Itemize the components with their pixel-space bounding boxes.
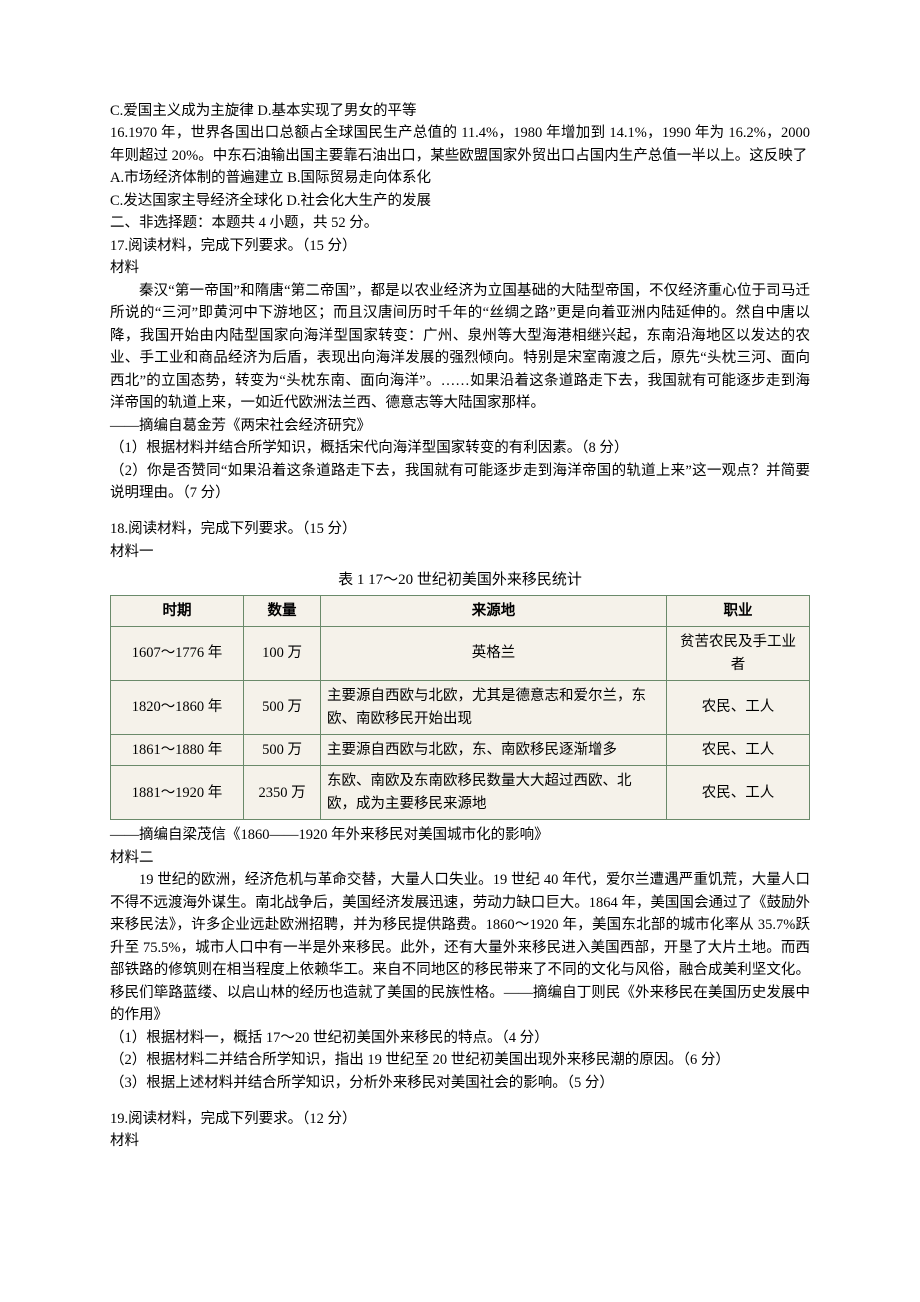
q15-option-d: D.基本实现了男女的平等 (257, 103, 416, 119)
cell-occupation: 农民、工人 (667, 734, 810, 765)
q18-table-title: 表 1 17～20 世纪初美国外来移民统计 (110, 569, 810, 592)
cell-source: 主要源自西欧与北欧，尤其是德意志和爱尔兰，东欧、南欧移民开始出现 (321, 681, 667, 735)
col-source-header: 来源地 (321, 595, 667, 626)
table-row: 1820～1860 年 500 万 主要源自西欧与北欧，尤其是德意志和爱尔兰，东… (111, 681, 810, 735)
q15-option-c: C.爱国主义成为主旋律 (110, 103, 254, 119)
q18-material2-label: 材料二 (110, 847, 810, 869)
cell-source: 东欧、南欧及东南欧移民数量大大超过西欧、北欧，成为主要移民来源地 (321, 766, 667, 820)
cell-period: 1607～1776 年 (111, 627, 244, 681)
q19-heading: 19.阅读材料，完成下列要求。（12 分） (110, 1108, 810, 1130)
cell-occupation: 贫苦农民及手工业者 (667, 627, 810, 681)
cell-occupation: 农民、工人 (667, 681, 810, 735)
spacer (110, 1094, 810, 1108)
cell-quantity: 100 万 (244, 627, 321, 681)
cell-period: 1881～1920 年 (111, 766, 244, 820)
table-row: 1861～1880 年 500 万 主要源自西欧与北欧，东、南欧移民逐渐增多 农… (111, 734, 810, 765)
q18-material1-label: 材料一 (110, 541, 810, 563)
q17-subquestion-2: （2）你是否赞同“如果沿着这条道路走下去，我国就有可能逐步走到海洋帝国的轨道上来… (110, 460, 810, 505)
q17-heading: 17.阅读材料，完成下列要求。（15 分） (110, 235, 810, 257)
section-2-heading: 二、非选择题：本题共 4 小题，共 52 分。 (110, 212, 810, 234)
q17-material-body: 秦汉“第一帝国”和隋唐“第二帝国”，都是以农业经济为立国基础的大陆型帝国，不仅经… (110, 280, 810, 415)
q18-immigration-table: 时期 数量 来源地 职业 1607～1776 年 100 万 英格兰 贫苦农民及… (110, 595, 810, 821)
cell-quantity: 2350 万 (244, 766, 321, 820)
q16-option-b: B.国际贸易走向体系化 (287, 170, 431, 186)
q16-options-line2: C.发达国家主导经济全球化 D.社会化大生产的发展 (110, 190, 810, 212)
cell-quantity: 500 万 (244, 734, 321, 765)
q16-option-d: D.社会化大生产的发展 (286, 193, 431, 209)
col-quantity-header: 数量 (244, 595, 321, 626)
q16-options-line1: A.市场经济体制的普遍建立 B.国际贸易走向体系化 (110, 167, 810, 189)
q16-option-c: C.发达国家主导经济全球化 (110, 193, 283, 209)
q17-material-label: 材料 (110, 257, 810, 279)
cell-period: 1861～1880 年 (111, 734, 244, 765)
cell-source: 英格兰 (321, 627, 667, 681)
q17-subquestion-1: （1）根据材料并结合所学知识，概括宋代向海洋型国家转变的有利因素。（8 分） (110, 437, 810, 459)
col-period-header: 时期 (111, 595, 244, 626)
q18-heading: 18.阅读材料，完成下列要求。（15 分） (110, 518, 810, 540)
q18-subquestion-2: （2）根据材料二并结合所学知识，指出 19 世纪至 20 世纪初美国出现外来移民… (110, 1049, 810, 1071)
q16-stem: 16.1970 年，世界各国出口总额占全球国民生产总值的 11.4%，1980 … (110, 122, 810, 167)
q19-material-label: 材料 (110, 1130, 810, 1152)
cell-quantity: 500 万 (244, 681, 321, 735)
q18-subquestion-1: （1）根据材料一，概括 17～20 世纪初美国外来移民的特点。（4 分） (110, 1027, 810, 1049)
q16-option-a: A.市场经济体制的普遍建立 (110, 170, 284, 186)
q18-subquestion-3: （3）根据上述材料并结合所学知识，分析外来移民对美国社会的影响。（5 分） (110, 1072, 810, 1094)
table-row: 1881～1920 年 2350 万 东欧、南欧及东南欧移民数量大大超过西欧、北… (111, 766, 810, 820)
exam-page: C.爱国主义成为主旋律 D.基本实现了男女的平等 16.1970 年，世界各国出… (0, 0, 920, 1302)
cell-period: 1820～1860 年 (111, 681, 244, 735)
q18-material2-body: 19 世纪的欧洲，经济危机与革命交替，大量人口失业。19 世纪 40 年代，爱尔… (110, 869, 810, 1026)
q15-options-line: C.爱国主义成为主旋律 D.基本实现了男女的平等 (110, 100, 810, 122)
cell-source: 主要源自西欧与北欧，东、南欧移民逐渐增多 (321, 734, 667, 765)
col-occupation-header: 职业 (667, 595, 810, 626)
table-header-row: 时期 数量 来源地 职业 (111, 595, 810, 626)
cell-occupation: 农民、工人 (667, 766, 810, 820)
table-row: 1607～1776 年 100 万 英格兰 贫苦农民及手工业者 (111, 627, 810, 681)
q18-table-citation: ——摘编自梁茂信《1860——1920 年外来移民对美国城市化的影响》 (110, 824, 810, 846)
q17-citation: ——摘编自葛金芳《两宋社会经济研究》 (110, 415, 810, 437)
spacer (110, 504, 810, 518)
